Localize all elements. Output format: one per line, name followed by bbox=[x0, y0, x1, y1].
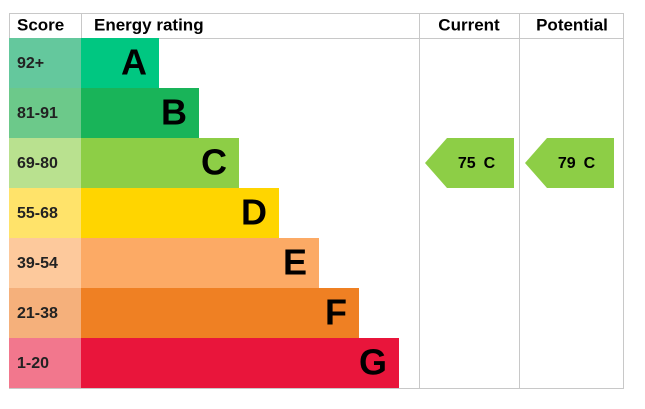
current-arrow bbox=[425, 138, 514, 188]
rating-letter: E bbox=[283, 242, 307, 283]
rating-bar bbox=[81, 188, 279, 238]
score-cell bbox=[9, 288, 81, 338]
score-cell bbox=[9, 38, 81, 88]
current-value: 75 bbox=[458, 155, 476, 172]
rating-bar bbox=[81, 288, 359, 338]
rating-bar bbox=[81, 338, 399, 388]
rating-letter: F bbox=[325, 292, 347, 333]
current-label: 75 C bbox=[458, 155, 496, 172]
rating-letter: B bbox=[161, 92, 187, 133]
header-rating: Energy rating bbox=[94, 15, 204, 34]
score-range: 39-54 bbox=[17, 255, 58, 272]
header-potential: Potential bbox=[536, 15, 608, 34]
score-cell bbox=[9, 338, 81, 388]
potential-label: 79 C bbox=[558, 155, 596, 172]
potential-letter: C bbox=[584, 155, 596, 172]
rating-letter: C bbox=[201, 142, 227, 183]
score-range: 92+ bbox=[17, 55, 44, 72]
score-cell bbox=[9, 238, 81, 288]
potential-value: 79 bbox=[558, 155, 576, 172]
rating-letter: G bbox=[359, 342, 387, 383]
score-range: 55-68 bbox=[17, 205, 58, 222]
rating-bar bbox=[81, 138, 239, 188]
score-range: 21-38 bbox=[17, 305, 58, 322]
score-range: 69-80 bbox=[17, 155, 58, 172]
rating-bar bbox=[81, 238, 319, 288]
potential-arrow bbox=[525, 138, 614, 188]
current-letter: C bbox=[484, 155, 496, 172]
score-cell bbox=[9, 88, 81, 138]
header-score: Score bbox=[17, 15, 64, 34]
rating-letter: A bbox=[121, 42, 147, 83]
header-current: Current bbox=[438, 15, 500, 34]
rating-bar bbox=[81, 88, 199, 138]
score-cell bbox=[9, 138, 81, 188]
score-range: 1-20 bbox=[17, 355, 49, 372]
rating-letter: D bbox=[241, 192, 267, 233]
rating-bar bbox=[81, 38, 159, 88]
score-range: 81-91 bbox=[17, 105, 58, 122]
score-cell bbox=[9, 188, 81, 238]
